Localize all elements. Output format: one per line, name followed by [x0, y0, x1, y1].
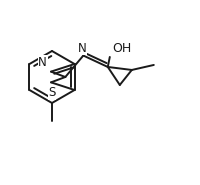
Text: OH: OH — [111, 42, 130, 55]
Text: N: N — [38, 56, 47, 69]
Text: S: S — [48, 86, 55, 99]
Text: N: N — [78, 42, 86, 55]
